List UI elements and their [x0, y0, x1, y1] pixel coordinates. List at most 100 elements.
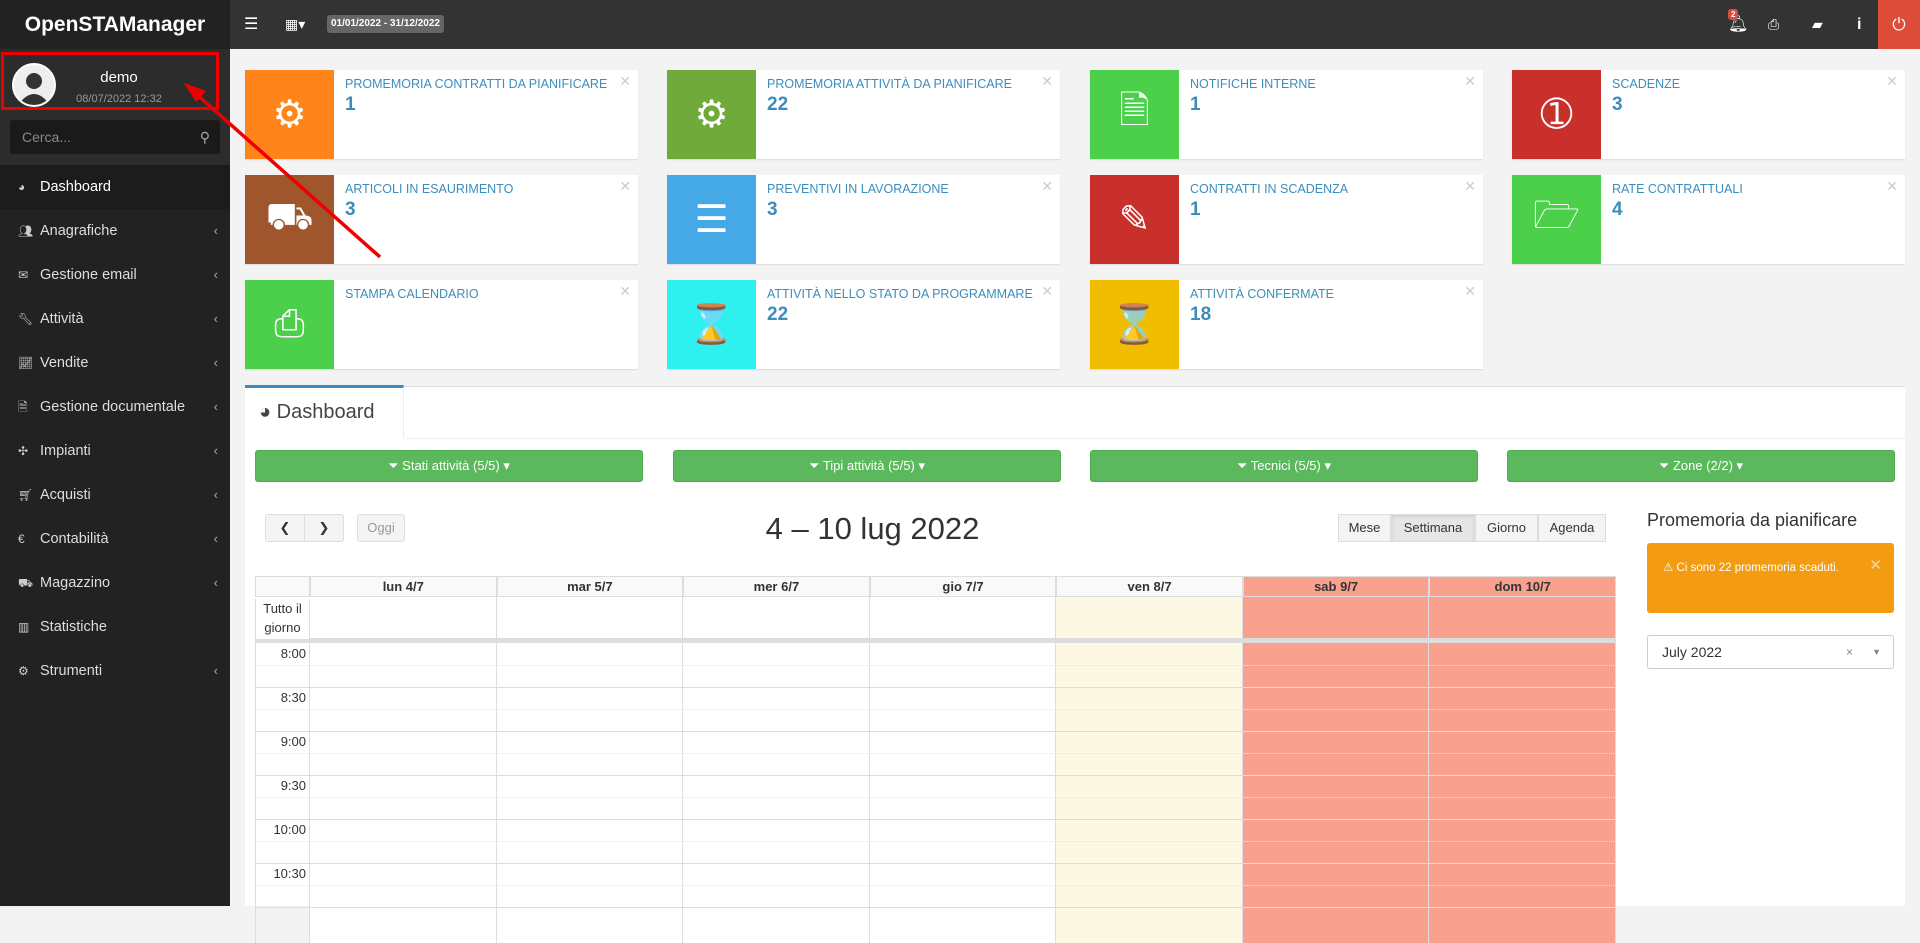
sidebar-item-label: Attività: [40, 311, 84, 327]
close-icon[interactable]: ✕: [619, 283, 631, 299]
close-icon[interactable]: ✕: [1886, 73, 1898, 89]
app-logo[interactable]: OpenSTAManager: [0, 0, 230, 49]
day-column[interactable]: [1056, 643, 1243, 943]
info-box-title[interactable]: PROMEMORIA CONTRATTI DA PIANIFICARE: [345, 77, 608, 91]
info-box-title[interactable]: STAMPA CALENDARIO: [345, 287, 479, 301]
close-icon[interactable]: ✕: [1464, 73, 1476, 89]
user-panel-highlight[interactable]: demo 08/07/2022 12:32: [1, 52, 219, 110]
day-column[interactable]: [1429, 643, 1616, 943]
sidebar-item-attivit-[interactable]: 🔧︎ Attività ‹: [0, 297, 230, 341]
all-day-cell[interactable]: [1056, 597, 1243, 639]
sidebar-item-contabilit-[interactable]: € Contabilità ‹: [0, 517, 230, 561]
close-icon[interactable]: ✕: [619, 178, 631, 194]
sidebar-item-dashboard[interactable]: ◕ Dashboard: [0, 165, 230, 209]
info-box-title[interactable]: RATE CONTRATTUALI: [1612, 182, 1743, 196]
all-day-cell[interactable]: [496, 597, 684, 639]
filter-button[interactable]: ⏷ Tipi attività (5/5) ▾: [673, 450, 1061, 482]
clear-icon[interactable]: ×: [1845, 645, 1853, 659]
day-column[interactable]: [310, 643, 497, 943]
filter-button[interactable]: ⏷ Stati attività (5/5) ▾: [255, 450, 643, 482]
avatar[interactable]: [12, 63, 56, 107]
close-icon[interactable]: ✕: [1041, 178, 1053, 194]
close-icon[interactable]: ✕: [1041, 283, 1053, 299]
euro-icon: €: [18, 532, 25, 546]
next-button[interactable]: ❯: [304, 514, 344, 542]
sidebar-item-acquisti[interactable]: 🛒︎ Acquisti ‹: [0, 473, 230, 517]
info-box[interactable]: ☰ PREVENTIVI IN LAVORAZIONE 3 ✕: [667, 175, 1060, 264]
sidebar-item-gestione-email[interactable]: ✉ Gestione email ‹: [0, 253, 230, 297]
filter-button[interactable]: ⏷ Tecnici (5/5) ▾: [1090, 450, 1478, 482]
sidebar-item-magazzino[interactable]: ⛟ Magazzino ‹: [0, 561, 230, 605]
info-box-title[interactable]: PROMEMORIA ATTIVITÀ DA PIANIFICARE: [767, 77, 1012, 91]
dashboard-panel: ◕ Dashboard ⏷ Stati attività (5/5) ▾ ⏷ Ti…: [245, 385, 1905, 943]
close-icon[interactable]: ✕: [1464, 283, 1476, 299]
sidebar-item-statistiche[interactable]: ▥ Statistiche: [0, 605, 230, 649]
info-box-title[interactable]: ARTICOLI IN ESAURIMENTO: [345, 182, 514, 196]
all-day-cell[interactable]: [1429, 597, 1616, 639]
view-agenda[interactable]: Agenda: [1538, 514, 1606, 542]
slot-line: [255, 907, 1616, 908]
tab-dashboard[interactable]: ◕ Dashboard: [245, 385, 404, 438]
info-box[interactable]: 🗁 RATE CONTRATTUALI 4 ✕: [1512, 175, 1905, 264]
info-box[interactable]: ⚙ PROMEMORIA ATTIVITÀ DA PIANIFICARE 22 ✕: [667, 70, 1060, 159]
close-icon[interactable]: ✕: [1041, 73, 1053, 89]
slot-line: [255, 775, 1616, 776]
info-box-title[interactable]: SCADENZE: [1612, 77, 1681, 91]
all-day-cell[interactable]: [1242, 597, 1430, 639]
user-name[interactable]: demo: [100, 69, 138, 86]
info-box[interactable]: ⎙ STAMPA CALENDARIO ✕: [245, 280, 638, 369]
sidebar-item-strumenti[interactable]: ⚙ Strumenti ‹: [0, 649, 230, 693]
print-icon[interactable]: ⎙: [1768, 16, 1780, 32]
sidebar-item-label: Vendite: [40, 355, 89, 371]
logout-button[interactable]: ⏻: [1878, 0, 1920, 49]
info-box-title[interactable]: ATTIVITÀ CONFERMATE: [1190, 287, 1334, 301]
chevron-left-icon: ‹: [213, 355, 218, 370]
date-range-button[interactable]: 01/01/2022 - 31/12/2022: [327, 15, 444, 33]
filter-button[interactable]: ⏷ Zone (2/2) ▾: [1507, 450, 1895, 482]
bell-icon[interactable]: 🔔︎: [1728, 16, 1749, 33]
info-box[interactable]: ➀ SCADENZE 3 ✕: [1512, 70, 1905, 159]
month-select[interactable]: July 2022 × ▼: [1647, 635, 1894, 669]
menu-toggle-icon[interactable]: ☰: [244, 16, 259, 33]
info-box-value: 1: [1190, 199, 1201, 220]
sidebar-item-impianti[interactable]: ✣ Impianti ‹: [0, 429, 230, 473]
all-day-cell[interactable]: [310, 597, 497, 639]
all-day-cell[interactable]: [683, 597, 870, 639]
sidebar-item-anagrafiche[interactable]: 👥︎ Anagrafiche ‹: [0, 209, 230, 253]
search-icon[interactable]: ⚲: [199, 129, 210, 145]
info-icon[interactable]: i: [1857, 16, 1862, 33]
day-column[interactable]: [869, 643, 1057, 943]
calendar-title: 4 – 10 lug 2022: [765, 511, 980, 546]
close-icon[interactable]: ✕: [1869, 557, 1882, 574]
all-day-cell[interactable]: [869, 597, 1057, 639]
info-box-title[interactable]: ATTIVITÀ NELLO STATO DA PROGRAMMARE: [767, 287, 1033, 301]
close-icon[interactable]: ✕: [1464, 178, 1476, 194]
day-column[interactable]: [1242, 643, 1430, 943]
info-box[interactable]: 🗎 NOTIFICHE INTERNE 1 ✕: [1090, 70, 1483, 159]
sidebar-item-label: Strumenti: [40, 663, 103, 679]
close-icon[interactable]: ✕: [619, 73, 631, 89]
view-giorno[interactable]: Giorno: [1475, 514, 1538, 542]
time-label: 9:30: [280, 778, 306, 793]
info-box[interactable]: ✎ CONTRATTI IN SCADENZA 1 ✕: [1090, 175, 1483, 264]
info-box-title[interactable]: PREVENTIVI IN LAVORAZIONE: [767, 182, 949, 196]
search-input[interactable]: Cerca... ⚲: [10, 120, 220, 154]
info-box[interactable]: ⛟ ARTICOLI IN ESAURIMENTO 3 ✕: [245, 175, 638, 264]
prev-button[interactable]: ❮: [265, 514, 305, 542]
info-box[interactable]: ⚙ PROMEMORIA CONTRATTI DA PIANIFICARE 1 ✕: [245, 70, 638, 159]
sidebar-item-vendite[interactable]: 📈︎ Vendite ‹: [0, 341, 230, 385]
cogs-icon: ⚙: [667, 70, 756, 159]
view-mese[interactable]: Mese: [1338, 514, 1391, 542]
sidebar-item-gestione-documentale[interactable]: 🗎 Gestione documentale ‹: [0, 385, 230, 429]
info-box-title[interactable]: NOTIFICHE INTERNE: [1190, 77, 1316, 91]
book-icon[interactable]: ▰: [1812, 16, 1823, 32]
view-settimana[interactable]: Settimana: [1391, 514, 1475, 542]
day-column[interactable]: [496, 643, 684, 943]
today-button[interactable]: Oggi: [357, 514, 405, 542]
info-box[interactable]: ⌛ ATTIVITÀ NELLO STATO DA PROGRAMMARE 22 ✕: [667, 280, 1060, 369]
close-icon[interactable]: ✕: [1886, 178, 1898, 194]
info-box[interactable]: ⌛ ATTIVITÀ CONFERMATE 18 ✕: [1090, 280, 1483, 369]
calendar-dropdown-icon[interactable]: ▦▾: [285, 16, 306, 32]
day-column[interactable]: [683, 643, 870, 943]
info-box-title[interactable]: CONTRATTI IN SCADENZA: [1190, 182, 1349, 196]
